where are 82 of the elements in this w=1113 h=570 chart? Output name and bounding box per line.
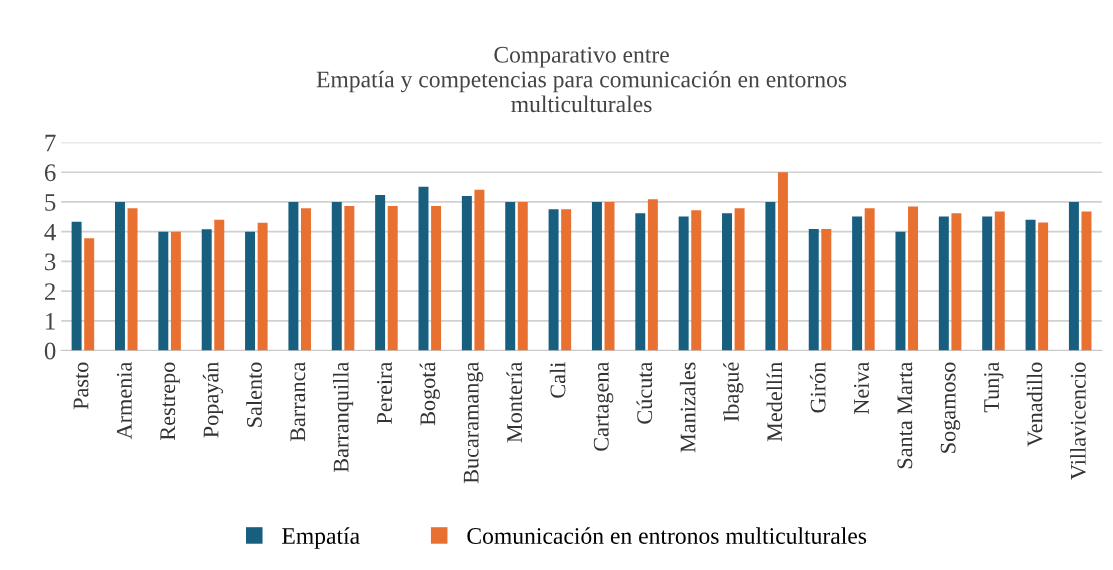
bar <box>635 213 646 351</box>
bar <box>257 222 268 351</box>
x-tick-label: Villavicencio <box>1070 362 1086 480</box>
bar <box>418 186 429 351</box>
bar <box>127 208 138 351</box>
x-tick-label: Manizales <box>679 362 696 453</box>
bar <box>301 208 311 351</box>
bar <box>864 208 875 351</box>
x-tick-label: Salento <box>246 362 262 427</box>
bar <box>722 213 732 351</box>
bar <box>604 201 615 351</box>
x-tick-label: Bucaramanga <box>463 361 484 484</box>
x-tick-label: Santa Marta <box>897 361 913 469</box>
x-tick-label: Montería <box>506 361 523 443</box>
bar <box>71 221 82 351</box>
y-tick-label: 2 <box>44 283 55 300</box>
x-tick-label: Medellín <box>766 362 783 442</box>
bar <box>474 189 485 351</box>
bar <box>505 201 516 351</box>
bar <box>951 213 962 351</box>
bar <box>691 210 702 351</box>
bar <box>214 219 225 351</box>
bar <box>344 206 355 351</box>
x-tick-label: Popayán <box>202 362 224 438</box>
x-tick-label: Venadillo <box>1026 362 1043 447</box>
bar <box>201 229 212 351</box>
legend-label: Comunicación en entronos multiculturales <box>467 527 867 544</box>
x-tick-label: Tunja <box>984 361 1004 413</box>
x-tick-label: Sogamoso <box>940 362 961 453</box>
bar <box>517 201 528 351</box>
x-tick-label: Bogotá <box>419 361 440 426</box>
bar <box>288 201 299 351</box>
bar <box>1038 222 1049 351</box>
bar <box>84 238 95 351</box>
y-tick-label: 3 <box>45 253 56 271</box>
bar <box>387 206 398 351</box>
bar <box>170 231 181 351</box>
x-tick-label: Armenia <box>116 361 132 440</box>
bar <box>114 201 125 351</box>
bar <box>895 231 906 351</box>
x-tick-label: Cartagena <box>593 361 614 451</box>
y-tick-label: 4 <box>44 223 56 241</box>
bar <box>908 206 919 351</box>
bar <box>938 216 949 351</box>
x-tick-label: Cúcuta <box>636 361 653 424</box>
x-tick-label: Restrepo <box>160 362 180 441</box>
x-tick-label: Ibagué <box>723 362 744 422</box>
bar <box>765 201 776 351</box>
bar <box>461 196 472 351</box>
bar <box>331 201 342 351</box>
chart-title: Comparativo entre Empatía y competencias para comunicación en entornos multiculturales <box>316 46 847 113</box>
x-tick-label: Barranca <box>290 361 306 442</box>
bar <box>158 231 169 351</box>
bar <box>1081 211 1092 351</box>
bar <box>808 228 819 351</box>
bar <box>431 206 442 351</box>
bar <box>982 216 993 351</box>
bar <box>777 172 788 351</box>
bar <box>821 228 832 351</box>
x-tick-label: Pereira <box>377 361 392 424</box>
legend-label: Empatía <box>282 527 360 549</box>
y-tick-label: 1 <box>46 313 55 330</box>
bar <box>561 209 572 351</box>
y-tick-label: 5 <box>45 194 56 211</box>
bar <box>734 208 745 351</box>
x-tick-label: Girón <box>809 362 826 413</box>
y-tick-label: 0 <box>44 342 56 360</box>
x-tick-label: Pasto <box>73 362 89 410</box>
x-tick-label: Cali <box>549 362 566 398</box>
bar <box>245 231 256 351</box>
y-tick-label: 7 <box>45 134 56 152</box>
bar <box>852 216 863 351</box>
bar <box>548 209 559 351</box>
x-tick-label: Neiva <box>854 361 869 415</box>
bar <box>375 195 386 351</box>
bar <box>647 199 658 351</box>
bar <box>678 216 689 351</box>
bar <box>1025 219 1036 351</box>
bar <box>994 211 1005 351</box>
bar <box>591 201 602 351</box>
x-tick-label: Barranquilla <box>332 361 354 473</box>
y-tick-label: 6 <box>44 164 56 182</box>
